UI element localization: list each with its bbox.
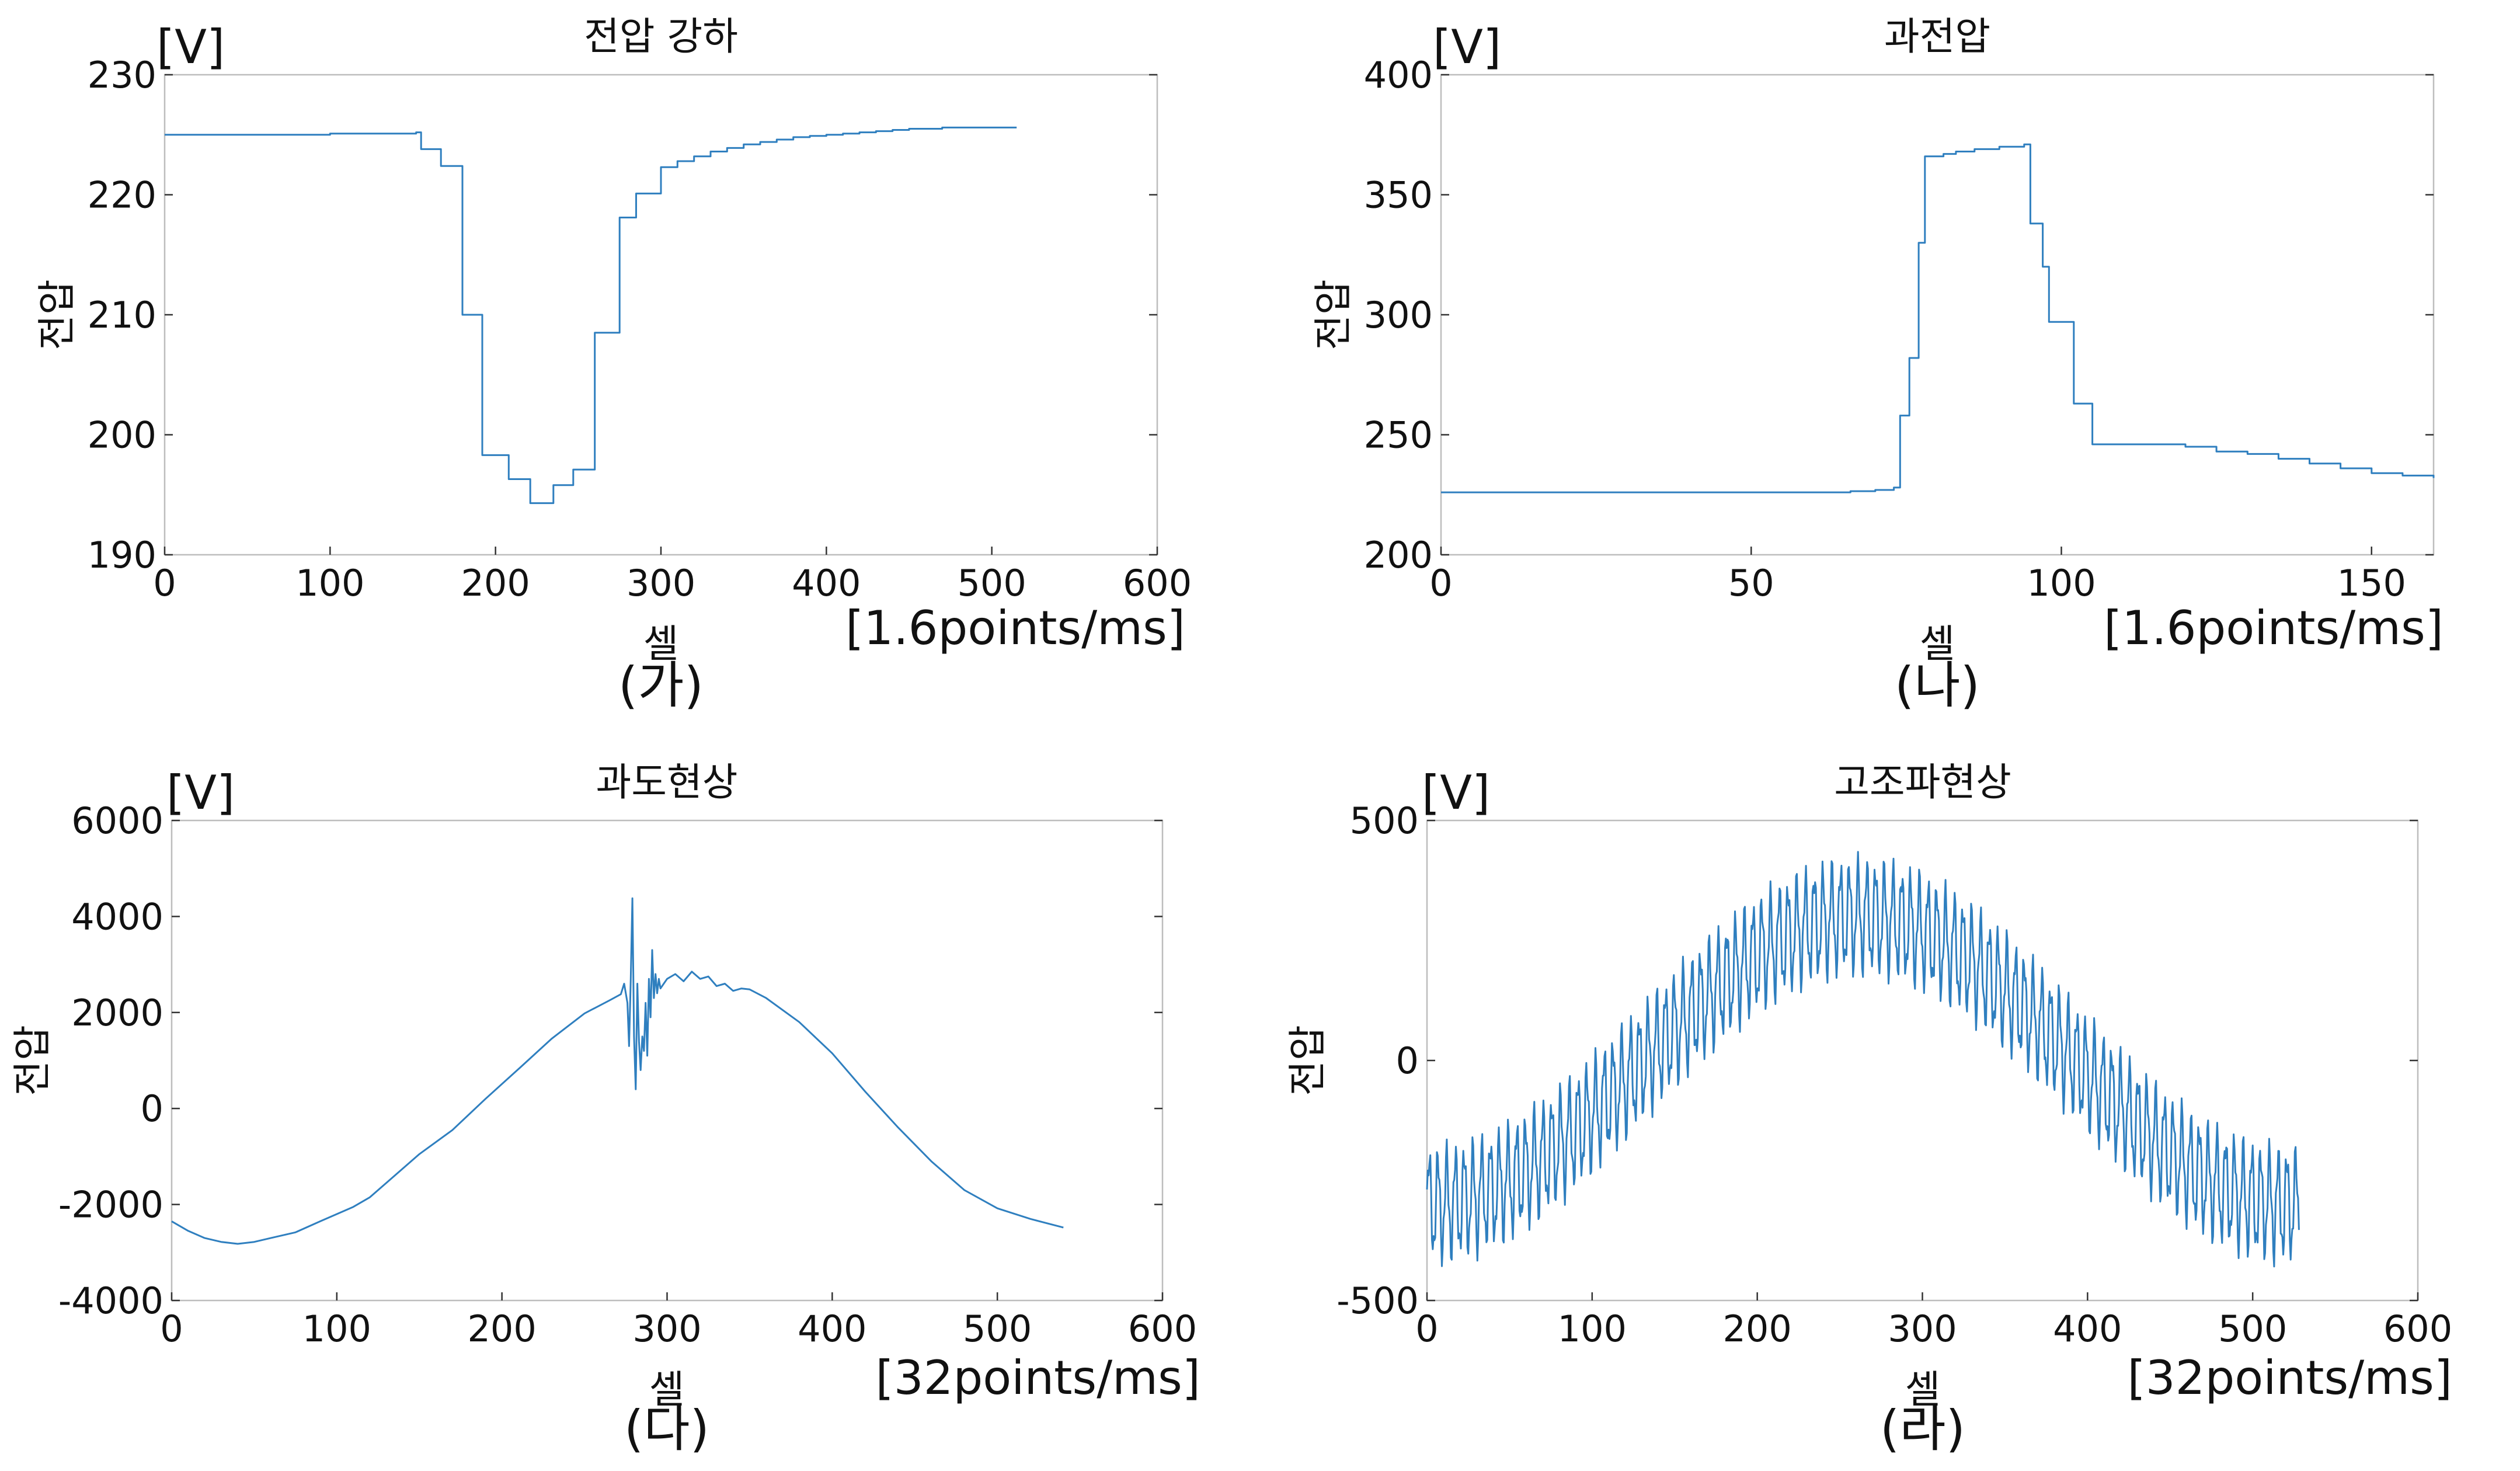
y-tick-label: 0	[1396, 1039, 1419, 1082]
y-tick-label: -4000	[58, 1279, 163, 1322]
x-tick-label: 500	[2218, 1307, 2287, 1350]
x-tick-label: 400	[2053, 1307, 2122, 1350]
chart-title: 과도현상	[596, 760, 738, 805]
x-tick-label: 300	[1888, 1307, 1957, 1350]
x-axis-label: 셀	[643, 621, 679, 666]
y-tick-label: 300	[1364, 294, 1433, 336]
y-tick-label: 200	[88, 414, 156, 457]
x-axis-label: 셀	[1905, 1367, 1941, 1412]
x-tick-label: 300	[632, 1307, 701, 1350]
y-unit-label: [V]	[156, 20, 225, 74]
y-tick-label: 220	[88, 174, 156, 217]
x-unit-label: [1.6points/ms]	[2104, 601, 2444, 655]
plot-frame	[163, 74, 1158, 556]
y-tick-label: 350	[1364, 174, 1433, 217]
series-line	[1426, 851, 2300, 1268]
x-tick-label: 600	[1128, 1307, 1197, 1350]
panel-caption: (라)	[1880, 1400, 1965, 1458]
x-tick-label: 0	[1415, 1307, 1438, 1350]
chart-panel-na: 과전압 [V] 전압 셀 [1.6points/ms] (나) 0 50 100 15…	[1311, 14, 2444, 715]
x-tick-label: 400	[792, 562, 861, 604]
x-tick-label: 500	[963, 1307, 1032, 1350]
x-tick-label: 500	[957, 562, 1026, 604]
y-axis-label: 전압	[34, 279, 79, 350]
x-unit-label: [32points/ms]	[876, 1351, 1200, 1405]
chart-panel-ra: 고조파현상 [V] 전압 셀 [32points/ms] (라) 0 100 200…	[1285, 760, 2452, 1458]
series-line	[1441, 143, 2435, 493]
x-tick-label: 100	[302, 1307, 371, 1350]
x-tick-label: 50	[1728, 562, 1774, 604]
y-tick-label: 500	[1350, 799, 1419, 842]
chart-panel-da: 과도현상 [V] 전압 셀 [32points/ms] (다) 0 100 200 3…	[10, 760, 1200, 1458]
x-tick-label: 200	[461, 562, 530, 604]
x-tick-label: 200	[467, 1307, 536, 1350]
y-tick-label: 210	[88, 294, 156, 336]
panel-caption: (나)	[1895, 656, 1980, 715]
y-unit-label: [V]	[166, 766, 235, 820]
plot-frame	[1440, 74, 2435, 556]
y-tick-label: 200	[1364, 534, 1433, 576]
x-tick-label: 100	[2027, 562, 2096, 604]
y-unit-label: [V]	[1422, 766, 1490, 820]
x-tick-label: 100	[295, 562, 364, 604]
plot-frame	[1426, 819, 2419, 1302]
y-tick-label: 0	[141, 1087, 163, 1130]
x-tick-label: 150	[2337, 562, 2406, 604]
y-axis-label: 전압	[1285, 1025, 1330, 1096]
x-tick-label: 0	[160, 1307, 183, 1350]
axis-ticks: 0 100 200 300 400 500 600 190 200 210 220 230	[88, 54, 1192, 604]
x-tick-label: 200	[1722, 1307, 1791, 1350]
series-line	[165, 126, 1017, 505]
x-tick-label: 0	[153, 562, 176, 604]
y-tick-label: 2000	[71, 992, 163, 1034]
x-axis-label: 셀	[649, 1367, 685, 1412]
chart-title: 고조파현상	[1834, 760, 2011, 805]
y-axis-label: 전압	[1311, 279, 1356, 350]
y-tick-label: 6000	[71, 799, 163, 842]
series-line	[171, 897, 1064, 1245]
panel-caption: (가)	[618, 656, 704, 715]
x-tick-label: 600	[1123, 562, 1192, 604]
axis-ticks: 0 100 200 300 400 500 600 -4000 -2000 0 2000 4000 60…	[58, 799, 1197, 1350]
y-tick-label: 250	[1364, 414, 1433, 457]
x-tick-label: 400	[798, 1307, 866, 1350]
x-tick-label: 100	[1558, 1307, 1627, 1350]
plot-frame	[170, 819, 1164, 1302]
y-tick-label: 400	[1364, 54, 1433, 96]
chart-panel-ga: 전압 강하 [V] 전압 셀 [1.6points/ms] (가) 0 100 20…	[34, 14, 1192, 715]
axis-ticks: 0 50 100 150 200 250 300 350 400	[1364, 54, 2434, 604]
x-tick-label: 600	[2383, 1307, 2452, 1350]
x-tick-label: 0	[1429, 562, 1452, 604]
y-tick-label: -2000	[58, 1184, 163, 1226]
panel-caption: (다)	[624, 1400, 709, 1458]
chart-title: 과전압	[1884, 14, 1990, 59]
y-tick-label: 190	[88, 534, 156, 576]
y-tick-label: 4000	[71, 895, 163, 938]
chart-title: 전압 강하	[584, 14, 738, 59]
x-axis-label: 셀	[1920, 621, 1955, 666]
x-unit-label: [1.6points/ms]	[845, 601, 1185, 655]
y-unit-label: [V]	[1433, 20, 1501, 74]
y-axis-label: 전압	[10, 1025, 55, 1096]
x-unit-label: [32points/ms]	[2128, 1351, 2452, 1405]
y-tick-label: 230	[88, 54, 156, 96]
x-tick-label: 300	[626, 562, 695, 604]
y-tick-label: -500	[1336, 1279, 1419, 1322]
